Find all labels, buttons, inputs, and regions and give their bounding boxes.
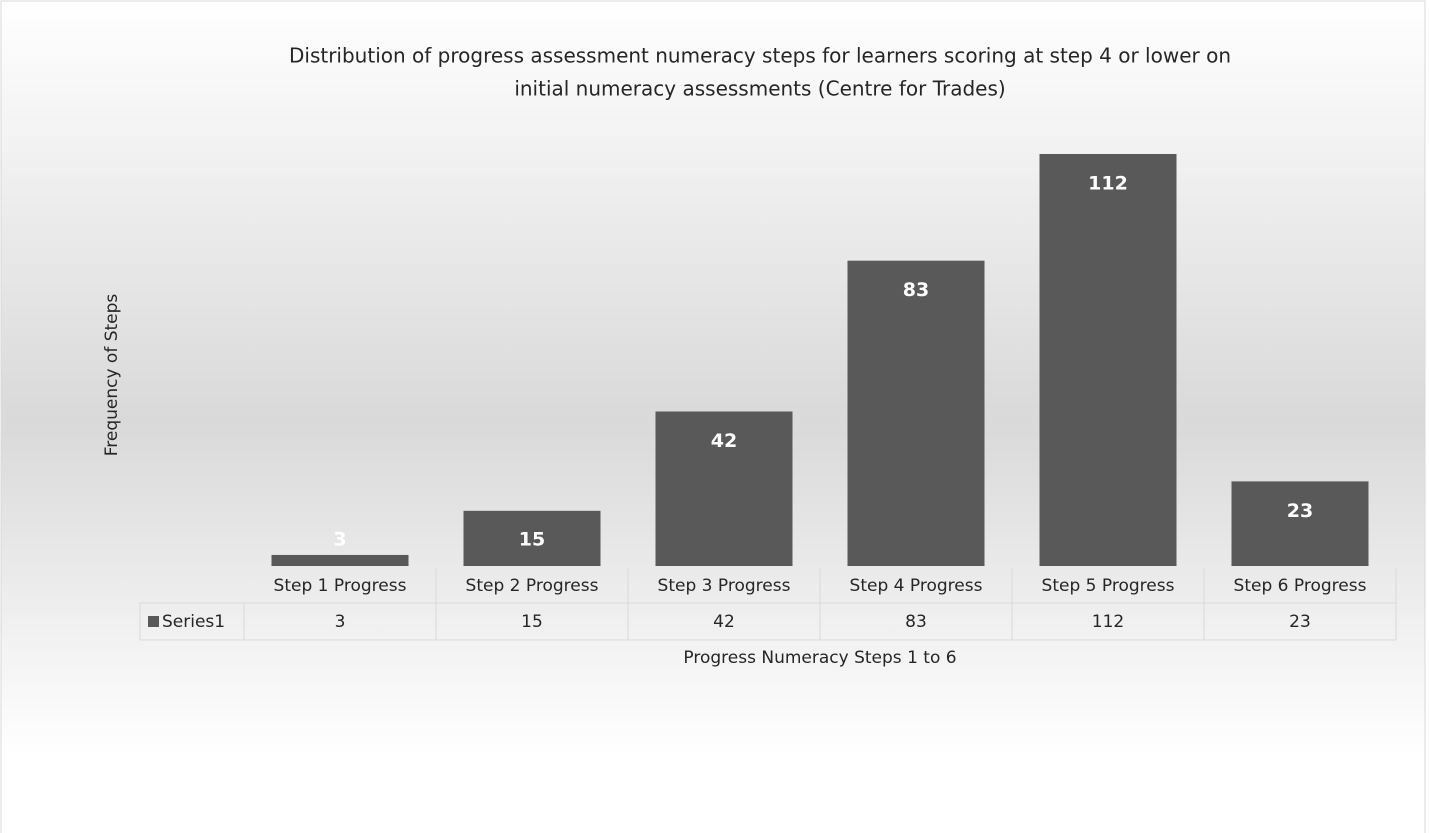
bar: [847, 260, 985, 566]
x-tick-label: Step 3 Progress: [658, 576, 791, 596]
data-label: 15: [519, 529, 545, 551]
legend-swatch: [148, 616, 159, 627]
bar: [1039, 154, 1177, 566]
data-label: 3: [333, 529, 346, 551]
legend-label: Series1: [162, 612, 225, 632]
data-label: 42: [711, 430, 737, 452]
x-tick-label: Step 2 Progress: [466, 576, 599, 596]
chart-title: Distribution of progress assessment nume…: [289, 44, 1231, 68]
table-value: 3: [335, 612, 346, 632]
bar: [655, 411, 793, 566]
data-label: 112: [1088, 173, 1128, 195]
x-axis-label: Progress Numeracy Steps 1 to 6: [683, 648, 956, 668]
x-tick-label: Step 6 Progress: [1234, 576, 1367, 596]
bar: [463, 510, 601, 566]
table-value: 83: [905, 612, 927, 632]
chart-title: initial numeracy assessments (Centre for…: [514, 77, 1005, 101]
table-value: 42: [713, 612, 735, 632]
table-value: 23: [1289, 612, 1311, 632]
y-axis-label: Frequency of Steps: [102, 294, 122, 457]
data-label: 23: [1287, 500, 1313, 522]
bar: [271, 554, 409, 566]
bar: [1231, 481, 1369, 566]
data-label: 83: [903, 279, 929, 301]
table-value: 112: [1092, 612, 1124, 632]
x-tick-label: Step 1 Progress: [274, 576, 407, 596]
x-tick-label: Step 4 Progress: [850, 576, 983, 596]
x-tick-label: Step 5 Progress: [1042, 576, 1175, 596]
table-value: 15: [521, 612, 543, 632]
